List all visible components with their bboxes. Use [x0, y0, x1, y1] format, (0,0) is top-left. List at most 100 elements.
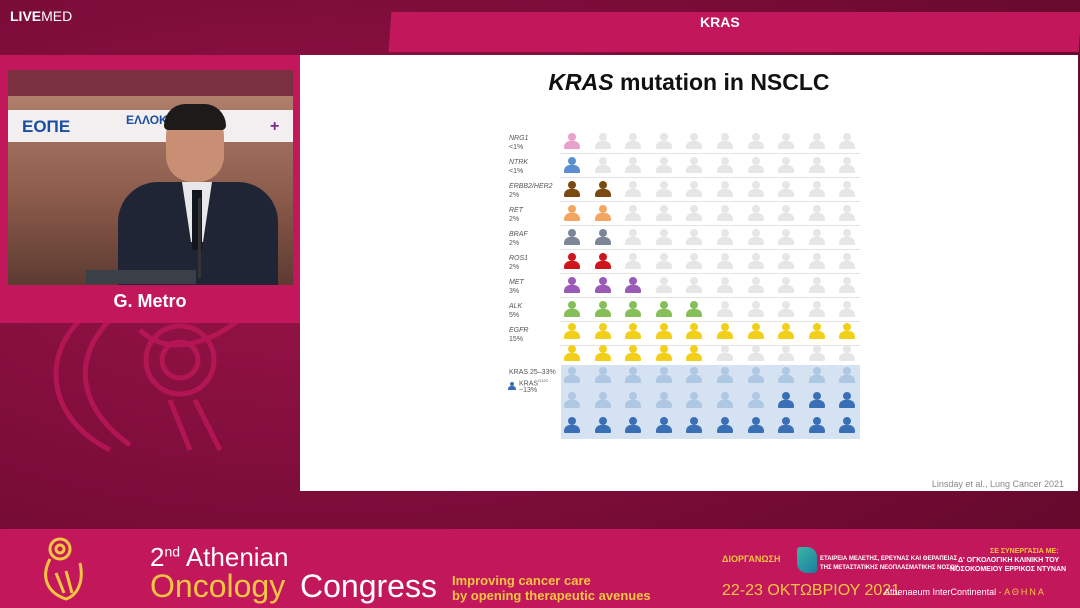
person-icon-empty	[686, 181, 703, 198]
person-icon-ros1	[594, 253, 611, 270]
person-icon-met	[594, 277, 611, 294]
row-divider	[560, 321, 860, 322]
sponsor-banner	[8, 110, 293, 142]
person-icon-empty	[717, 133, 733, 150]
congress-venue: Athenaeum InterContinental - ΑΘΗΝΑ	[884, 587, 1046, 597]
person-icon-met	[625, 277, 642, 294]
organizer-name-1: ΕΤΑΙΡΕΙΑ ΜΕΛΕΤΗΣ, ΕΡΕΥΝΑΣ ΚΑΙ ΘΕΡΑΠΕΙΑΣ	[820, 556, 958, 562]
person-icon-kras-g12c	[778, 392, 795, 409]
person-icon-empty	[717, 181, 733, 198]
person-icon-empty	[747, 181, 764, 198]
person-icon-empty	[686, 277, 703, 294]
person-icon-egfr	[625, 345, 642, 362]
gene-pct: 5%	[509, 312, 520, 319]
row-divider	[560, 249, 860, 250]
person-icon-empty	[747, 301, 764, 318]
person-icon-kras	[594, 367, 611, 384]
person-icon-empty	[625, 157, 642, 174]
person-icon-kras-g12c	[717, 417, 733, 434]
ellok-logo: ΕΛΛΟΚ	[126, 113, 168, 127]
cooperation-line-2: ΝΟΣΟΚΟΜΕΙΟΥ ΕΡΡΙΚΟΣ ΝΤΥΝΑΝ	[950, 566, 1067, 573]
congress-edition: 2nd Athenian	[150, 542, 289, 572]
person-icon-empty	[839, 133, 856, 150]
person-icon-alk	[625, 301, 642, 318]
person-icon-empty	[686, 205, 703, 222]
gene-name: MET	[509, 279, 524, 286]
kras-g12c-pct: ~13%	[519, 387, 538, 394]
gene-name: NTRK	[509, 159, 529, 166]
person-icon-kras-g12c	[808, 392, 825, 409]
person-icon-kras-g12c	[655, 417, 672, 434]
gene-pct: 2%	[509, 264, 520, 271]
organizer-label: ΔΙΟΡΓΑΝΩΣΗ	[722, 554, 781, 564]
gene-name: ERBB2/HER2	[509, 183, 553, 190]
person-icon-egfr	[655, 345, 672, 362]
person-icon-empty	[717, 301, 733, 318]
person-icon-empty	[686, 133, 703, 150]
person-icon-empty	[808, 345, 825, 362]
speaker-tie	[192, 190, 202, 250]
presentation-slide: KRAS mutation in NSCLC NRG1 <1% NTRK <1% ERB…	[300, 55, 1078, 491]
person-icon-egfr	[717, 323, 733, 340]
backdrop-banner	[8, 70, 293, 96]
person-icon-empty	[625, 181, 642, 198]
row-divider	[560, 201, 860, 202]
row-label: NRG1 <1%	[509, 134, 528, 152]
person-icon-kras	[747, 392, 764, 409]
person-icon-empty	[778, 277, 795, 294]
row-divider	[560, 153, 860, 154]
tagline-line-1: Improving cancer care	[452, 573, 591, 588]
person-icon-empty	[808, 301, 825, 318]
person-icon-empty	[778, 253, 795, 270]
person-icon-egfr	[686, 345, 703, 362]
owl-decoration-icon	[53, 308, 252, 453]
person-icon-alk	[686, 301, 703, 318]
eope-logo: ΕΟΠΕ	[22, 117, 71, 136]
person-icon-empty	[594, 157, 611, 174]
person-icon-egfr	[564, 345, 580, 362]
person-icon-empty	[747, 133, 764, 150]
person-icon-kras	[625, 392, 642, 409]
gene-name: NRG1	[509, 135, 529, 142]
person-icon-empty	[625, 253, 642, 270]
person-icon-empty	[655, 229, 672, 246]
person-icon-kras	[655, 392, 672, 409]
person-icon-empty	[747, 277, 764, 294]
person-icon-egfr	[839, 323, 856, 340]
gene-pct: <1%	[509, 168, 524, 175]
person-icon-empty	[717, 345, 733, 362]
person-icon-empty	[778, 229, 795, 246]
person-icon-ntrk	[564, 157, 580, 174]
person-icon-empty	[778, 181, 795, 198]
person-icon-empty	[686, 253, 703, 270]
person-icon-empty	[747, 157, 764, 174]
person-icon-empty	[747, 205, 764, 222]
person-icon-empty	[839, 277, 856, 294]
person-icon-empty	[655, 181, 672, 198]
person-icon-kras	[717, 367, 733, 384]
person-icon-empty	[778, 301, 795, 318]
person-icon-kras-g12c	[686, 417, 703, 434]
congress-name-oncology: Oncology	[150, 568, 286, 604]
person-icon-egfr	[686, 323, 703, 340]
microphone	[198, 198, 201, 278]
person-icon-egfr	[594, 345, 611, 362]
row-label: RET 2%	[509, 206, 523, 224]
laptop	[86, 270, 196, 284]
cross-logo: +	[270, 118, 280, 135]
person-icon-empty	[839, 253, 856, 270]
person-icon-kras	[686, 392, 703, 409]
person-icon-egfr	[594, 323, 611, 340]
person-icon-kras-g12c	[839, 392, 856, 409]
gene-pct: 3%	[509, 288, 520, 295]
gene-name: ROS1	[509, 255, 529, 262]
person-icon-egfr	[747, 323, 764, 340]
person-icon-kras-g12c	[594, 417, 611, 434]
person-icon-empty	[747, 345, 764, 362]
owl-logo-icon	[44, 537, 83, 601]
person-icon-kras	[686, 367, 703, 384]
person-icon-kras	[564, 392, 580, 409]
kras-g12c-label: KRASG12C	[519, 378, 549, 388]
congress-name-congress: Congress	[300, 568, 437, 604]
